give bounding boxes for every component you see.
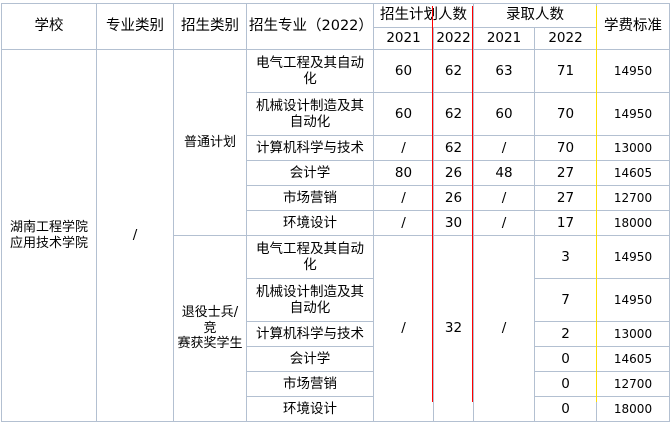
program-line2: 自动化	[289, 114, 331, 130]
header-major-category: 专业类别	[96, 3, 174, 50]
program-line2: 自动化	[289, 300, 331, 316]
enrollment-table-container: 学校 专业类别 招生类别 招生专业（2022） 招生计划人数 录取人数 学费标准…	[0, 3, 671, 422]
cell-program: 电气工程及其自动 化	[246, 235, 374, 279]
program-line1: 电气工程及其自动	[256, 240, 364, 257]
header-plan-count: 招生计划人数	[373, 3, 474, 28]
table-row: 计算机科学与技术 / 62 / 70 13000	[2, 135, 670, 161]
table-row: 环境设计 / 30 / 17 18000	[2, 210, 670, 236]
cell-admit-2022: 0	[534, 371, 597, 397]
cell-enroll-category-veteran: 退役士兵/竞 赛获奖学生	[173, 235, 247, 422]
table-row: 会计学 0 14605	[2, 346, 670, 372]
cell-tuition: 14605	[596, 346, 670, 372]
cell-admit-2022: 17	[534, 210, 597, 236]
cell-admit-2022: 27	[534, 185, 597, 211]
header-program: 招生专业（2022）	[246, 3, 374, 50]
cell-program: 市场营销	[246, 371, 374, 397]
cell-school: 湖南工程学院 应用技术学院	[1, 49, 97, 422]
cell-tuition: 13000	[596, 135, 670, 161]
cell-tuition: 14605	[596, 160, 670, 186]
cell-program: 机械设计制造及其 自动化	[246, 278, 374, 322]
cell-plan-2021: /	[373, 185, 434, 211]
enroll-category-veteran-line1: 退役士兵/竞	[181, 304, 239, 336]
cell-admit-2021: 48	[473, 160, 535, 186]
table-row: 会计学 80 26 48 27 14605	[2, 160, 670, 186]
cell-program: 环境设计	[246, 396, 374, 422]
cell-plan-2021: 80	[373, 160, 434, 186]
cell-tuition: 12700	[596, 371, 670, 397]
cell-admit-2021: /	[473, 210, 535, 236]
cell-program: 会计学	[246, 160, 374, 186]
cell-admit-2022: 3	[534, 235, 597, 279]
program-line1: 电气工程及其自动	[256, 54, 364, 71]
cell-admit-2022: 2	[534, 321, 597, 347]
cell-tuition: 14950	[596, 235, 670, 279]
cell-program: 市场营销	[246, 185, 374, 211]
table-row: 机械设计制造及其 自动化 7 14950	[2, 278, 670, 322]
cell-plan-2021: 60	[373, 49, 434, 93]
cell-plan-2022: 30	[433, 210, 474, 236]
cell-plan-2022: 62	[433, 92, 474, 136]
cell-program: 计算机科学与技术	[246, 135, 374, 161]
table-row: 机械设计制造及其 自动化 60 62 60 70 14950	[2, 92, 670, 136]
cell-enroll-category-normal: 普通计划	[173, 49, 247, 236]
header-admit-count: 录取人数	[473, 3, 597, 28]
cell-program: 机械设计制造及其 自动化	[246, 92, 374, 136]
cell-admit-2022: 71	[534, 49, 597, 93]
cell-admit-2022: 70	[534, 92, 597, 136]
enroll-category-veteran-line2: 赛获奖学生	[177, 336, 243, 352]
enroll-category-normal-line1: 普通计划	[183, 134, 236, 150]
cell-tuition: 13000	[596, 321, 670, 347]
school-name-line1: 湖南工程学院	[9, 219, 88, 235]
cell-plan-2022-merged: 32	[433, 235, 474, 422]
cell-admit-2021: /	[473, 135, 535, 161]
cell-tuition: 14950	[596, 278, 670, 322]
cell-plan-2022: 62	[433, 49, 474, 93]
cell-tuition: 18000	[596, 396, 670, 422]
cell-program: 计算机科学与技术	[246, 321, 374, 347]
header-tuition: 学费标准	[596, 3, 670, 50]
table-row: 计算机科学与技术 2 13000	[2, 321, 670, 347]
cell-admit-2022: 27	[534, 160, 597, 186]
cell-program: 会计学	[246, 346, 374, 372]
cell-plan-2022: 62	[433, 135, 474, 161]
header-school: 学校	[1, 3, 97, 50]
cell-admit-2022: 0	[534, 396, 597, 422]
cell-admit-2021: /	[473, 185, 535, 211]
cell-major-category: /	[96, 49, 174, 422]
cell-tuition: 12700	[596, 185, 670, 211]
cell-program: 环境设计	[246, 210, 374, 236]
table-header-row-primary: 学校 专业类别 招生类别 招生专业（2022） 招生计划人数 录取人数 学费标准	[1, 3, 670, 50]
cell-plan-2021-merged: /	[373, 235, 434, 422]
cell-plan-2021: /	[373, 135, 434, 161]
cell-admit-2022: 70	[534, 135, 597, 161]
cell-admit-2021-merged: /	[473, 235, 535, 422]
table-row: 湖南工程学院 应用技术学院 / 普通计划 电气工程及其自动 化 60 62 63…	[1, 49, 670, 422]
cell-program: 电气工程及其自动 化	[246, 49, 374, 93]
cell-plan-2021: 60	[373, 92, 434, 136]
header-plan-2021: 2021	[373, 27, 434, 50]
cell-tuition: 18000	[596, 210, 670, 236]
school-name-line2: 应用技术学院	[9, 235, 88, 251]
header-admit-2021: 2021	[473, 27, 535, 50]
header-plan-2022: 2022	[433, 27, 474, 50]
cell-admit-2021: 60	[473, 92, 535, 136]
cell-admit-2022: 0	[534, 346, 597, 372]
cell-plan-2022: 26	[433, 160, 474, 186]
table-row: 市场营销 0 12700	[2, 371, 670, 397]
cell-tuition: 14950	[596, 49, 670, 93]
header-admit-2022: 2022	[534, 27, 597, 50]
cell-admit-2021: 63	[473, 49, 535, 93]
program-line2: 化	[303, 257, 317, 273]
cell-plan-2021: /	[373, 210, 434, 236]
enrollment-table: 学校 专业类别 招生类别 招生专业（2022） 招生计划人数 录取人数 学费标准…	[1, 3, 670, 422]
header-enroll-category: 招生类别	[173, 3, 247, 50]
program-line2: 化	[303, 71, 317, 87]
cell-tuition: 14950	[596, 92, 670, 136]
program-line1: 机械设计制造及其	[256, 283, 364, 300]
cell-admit-2022: 7	[534, 278, 597, 322]
program-line1: 机械设计制造及其	[256, 97, 364, 114]
cell-plan-2022: 26	[433, 185, 474, 211]
